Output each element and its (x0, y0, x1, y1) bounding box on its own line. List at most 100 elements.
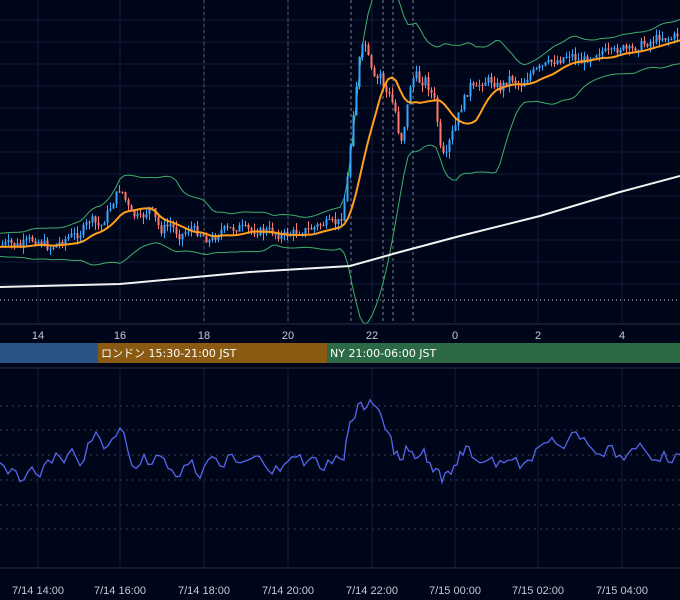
ma-orange (0, 39, 680, 248)
candle-body (340, 219, 343, 221)
candle-body (424, 77, 427, 86)
candle-body (313, 226, 316, 230)
indicator-series-line (0, 398, 680, 485)
indicator-line (0, 398, 680, 485)
candle-body (277, 234, 280, 240)
hour-tick-label: 14 (32, 330, 44, 342)
candle-body (127, 199, 130, 206)
candle-body (583, 56, 586, 64)
candle-body (49, 248, 52, 250)
date-tick-label: 7/15 02:00 (512, 585, 564, 597)
candle-body (67, 236, 70, 240)
candle-body (460, 109, 463, 113)
candle-body (223, 226, 226, 230)
candle-body (622, 45, 625, 50)
candle-body (535, 68, 538, 70)
candle-body (64, 239, 67, 245)
candle-body (235, 230, 238, 232)
candle-body (190, 227, 193, 232)
candle-body (199, 234, 202, 236)
candle-body (292, 229, 295, 235)
candle-body (634, 48, 637, 51)
candle-body (469, 83, 472, 97)
candle-body (115, 191, 118, 204)
hour-ticks: 14 16 18 20 22 0 2 4 (32, 330, 625, 342)
candle-body (31, 237, 34, 242)
hour-tick-label: 20 (282, 330, 294, 342)
candle-body (586, 56, 589, 63)
candle-body (91, 216, 94, 223)
candle-body (73, 233, 76, 235)
candle-body (451, 130, 454, 141)
session-segment (327, 343, 680, 363)
candle-body (667, 39, 670, 41)
candle-body (676, 33, 679, 37)
candle-body (97, 222, 100, 226)
candle-body (94, 216, 97, 223)
ma-white (0, 175, 680, 288)
candle-body (16, 243, 19, 246)
date-tick-label: 7/15 04:00 (596, 585, 648, 597)
candle-body (70, 233, 73, 237)
candle-body (658, 34, 661, 41)
candle-body (409, 87, 412, 105)
candle-body (553, 62, 556, 65)
candle-body (268, 227, 271, 230)
candle-body (625, 45, 628, 49)
candle-body (463, 95, 466, 110)
session-label: NY 21:00-06:00 JST (330, 347, 437, 360)
date-tick-label: 7/15 00:00 (429, 585, 481, 597)
candle-body (151, 207, 154, 209)
candle-body (181, 233, 184, 240)
candle-body (493, 82, 496, 88)
bollinger-lower (0, 63, 680, 325)
candle-body (454, 125, 457, 131)
date-tick-label: 7/14 16:00 (94, 585, 146, 597)
candle-body (415, 71, 418, 79)
candle-body (448, 140, 451, 152)
candle-body (175, 227, 178, 235)
candle-body (388, 92, 391, 94)
candle-body (79, 235, 82, 239)
candle-body (508, 76, 511, 86)
candle-body (601, 50, 604, 55)
candle-body (490, 76, 493, 83)
candle-body (118, 191, 121, 193)
candle-body (400, 133, 403, 141)
candle-body (316, 224, 319, 227)
candle-body (526, 79, 529, 83)
candle-body (196, 225, 199, 236)
candle-body (220, 229, 223, 236)
candle-body (19, 243, 22, 247)
candle-body (280, 234, 283, 240)
candle-body (568, 56, 571, 58)
candle-body (631, 45, 634, 49)
candle-body (436, 97, 439, 123)
candle-body (136, 213, 139, 217)
candle-body (325, 219, 328, 226)
candle-body (226, 226, 229, 228)
candle-body (418, 71, 421, 83)
candle-body (163, 224, 166, 234)
candle-body (13, 242, 16, 246)
candle-body (346, 176, 349, 202)
candle-body (379, 73, 382, 79)
candle-body (511, 76, 514, 81)
candle-body (472, 83, 475, 86)
indicator-grid (0, 367, 680, 569)
candle-body (610, 48, 613, 50)
session-bar: ロンドン 15:30-21:00 JST NY 21:00-06:00 JST (0, 343, 680, 363)
candle-body (205, 236, 208, 243)
candle-body (559, 60, 562, 63)
candle-body (487, 76, 490, 83)
candle-body (382, 73, 385, 86)
candle-body (247, 224, 250, 229)
hour-tick-label: 22 (366, 330, 378, 342)
candle-body (109, 208, 112, 211)
candle-body (481, 84, 484, 86)
candle-body (616, 47, 619, 53)
candle-body (142, 214, 145, 218)
candle-body (85, 222, 88, 225)
candle-body (664, 38, 667, 40)
candle-body (439, 122, 442, 146)
